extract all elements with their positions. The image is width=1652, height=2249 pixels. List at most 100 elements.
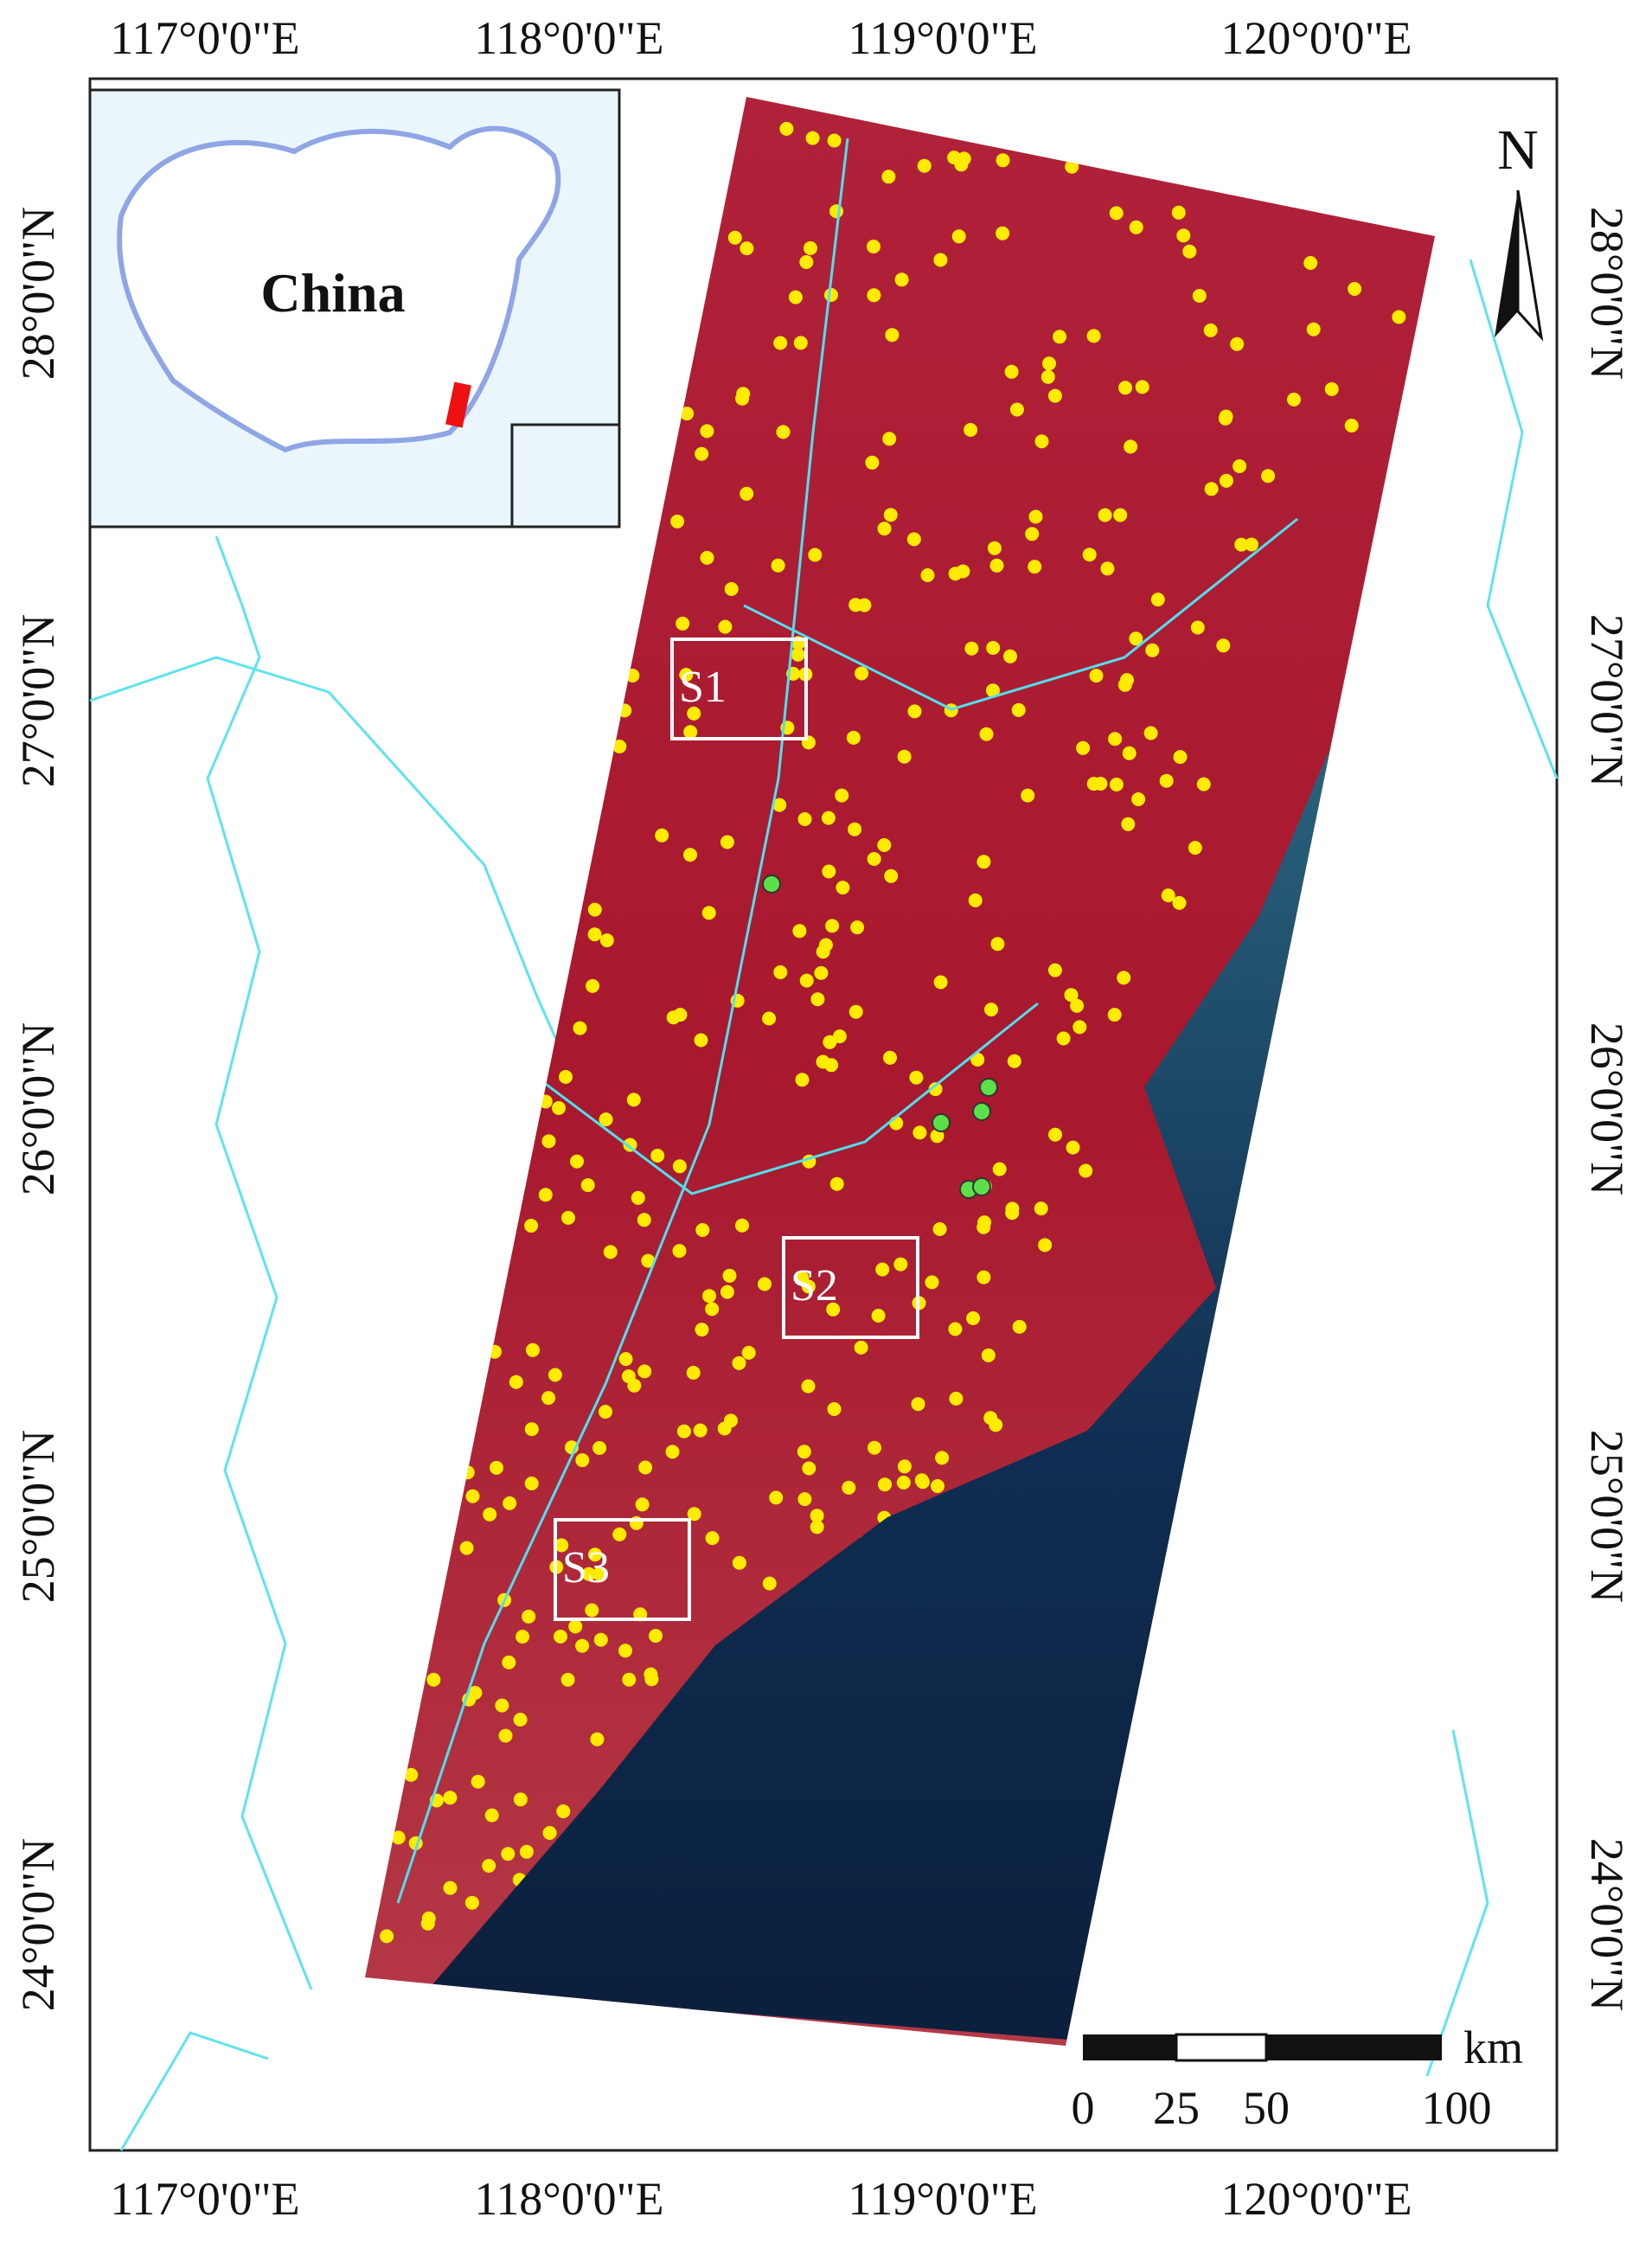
sample-point — [979, 727, 994, 741]
site-box — [554, 1518, 691, 1621]
lat-label-right: 24°0'0"N — [1581, 1838, 1633, 2011]
sample-point — [1143, 726, 1158, 740]
sample-point — [1117, 971, 1131, 985]
sample-point — [459, 1541, 474, 1555]
sample-point — [1122, 746, 1137, 760]
lon-label-top: 120°0'0"E — [1220, 12, 1412, 64]
sample-point — [909, 1070, 924, 1085]
sample-point — [695, 446, 709, 461]
sample-point — [495, 1698, 509, 1713]
sample-point — [805, 131, 820, 145]
sample-point — [740, 486, 754, 501]
sample-point — [735, 1218, 749, 1233]
sample-point — [758, 1277, 772, 1291]
sample-point — [949, 1391, 964, 1406]
sample-point — [1098, 508, 1112, 522]
sample-point — [976, 855, 991, 869]
sample-point — [641, 1253, 656, 1268]
sample-point — [810, 1520, 824, 1535]
sample-point — [925, 1275, 939, 1290]
sample-point — [799, 255, 814, 269]
lon-label-bottom: 120°0'0"E — [1220, 2173, 1412, 2225]
sample-point — [1066, 1140, 1080, 1155]
lon-label-bottom: 119°0'0"E — [848, 2173, 1037, 2225]
sample-point — [825, 919, 840, 933]
sample-point — [990, 937, 1005, 952]
sample-point — [917, 158, 932, 173]
sample-point — [568, 1619, 583, 1634]
sample-point — [680, 407, 695, 421]
sample-point — [599, 1405, 612, 1419]
sample-point — [741, 1345, 756, 1360]
site-box — [670, 638, 808, 740]
sample-point — [1003, 649, 1017, 663]
sample-point — [443, 1791, 458, 1805]
scale-unit: km — [1463, 2022, 1523, 2073]
sample-point — [1034, 1201, 1048, 1216]
sample-point — [552, 1101, 566, 1115]
sample-point — [599, 933, 614, 948]
sample-point — [720, 1285, 734, 1299]
site-label: S2 — [791, 1261, 838, 1310]
sample-point — [644, 1672, 659, 1687]
sample-point — [827, 1402, 842, 1416]
sample-point — [509, 1374, 523, 1389]
sample-point — [1234, 537, 1249, 552]
lat-label-right: 27°0'0"N — [1581, 614, 1633, 787]
sample-point — [1219, 473, 1233, 488]
sample-point — [877, 522, 892, 536]
sample-point — [724, 1413, 738, 1428]
sample-point — [1034, 434, 1049, 449]
sample-point — [883, 508, 898, 522]
lon-label-bottom: 117°0'0"E — [110, 2173, 299, 2225]
sample-point — [907, 704, 922, 719]
sample-point — [797, 1445, 811, 1459]
sample-point — [1053, 330, 1067, 344]
sample-point — [484, 1808, 499, 1823]
sample-point — [1159, 773, 1174, 788]
sample-point — [983, 1411, 998, 1426]
sample-point — [1009, 402, 1024, 417]
sample-point — [877, 838, 892, 852]
sample-point — [694, 1033, 708, 1048]
sample-point — [1076, 740, 1091, 755]
sample-point — [893, 1257, 908, 1272]
sample-point — [854, 1340, 868, 1355]
sample-point — [981, 1348, 996, 1362]
sample-point — [911, 1397, 925, 1412]
sample-point — [718, 619, 733, 634]
sample-point — [515, 1630, 530, 1644]
sample-point — [992, 1162, 1007, 1176]
sample-point — [587, 927, 602, 942]
sample-point — [665, 1445, 680, 1459]
sample-point — [575, 1638, 590, 1653]
sample-point — [587, 902, 602, 917]
sample-point — [989, 558, 1004, 573]
sample-point — [554, 1630, 567, 1644]
sample-point — [810, 1509, 824, 1523]
sample-point — [1113, 508, 1128, 522]
sample-point — [771, 558, 785, 573]
sample-point — [762, 1011, 777, 1026]
sample-point — [541, 1134, 556, 1149]
sample-point — [736, 387, 751, 401]
north-label: N — [1497, 119, 1539, 182]
sample-point — [769, 1490, 784, 1505]
sample-point — [935, 1451, 950, 1465]
sample-point — [588, 1547, 602, 1562]
sample-point — [559, 1070, 573, 1084]
sample-point — [776, 425, 791, 439]
sample-point — [884, 868, 899, 883]
sample-point — [948, 1322, 963, 1336]
sample-point — [970, 1053, 985, 1067]
sample-point — [727, 230, 742, 245]
sample-point — [695, 1223, 710, 1237]
sample-point — [920, 568, 935, 582]
sample-point — [679, 668, 694, 682]
sample-point — [788, 290, 803, 304]
sample-point — [1344, 419, 1359, 432]
sample-point — [966, 1311, 981, 1325]
sample-point — [808, 548, 823, 562]
sample-point — [732, 1555, 746, 1570]
sample-point — [1109, 778, 1124, 791]
